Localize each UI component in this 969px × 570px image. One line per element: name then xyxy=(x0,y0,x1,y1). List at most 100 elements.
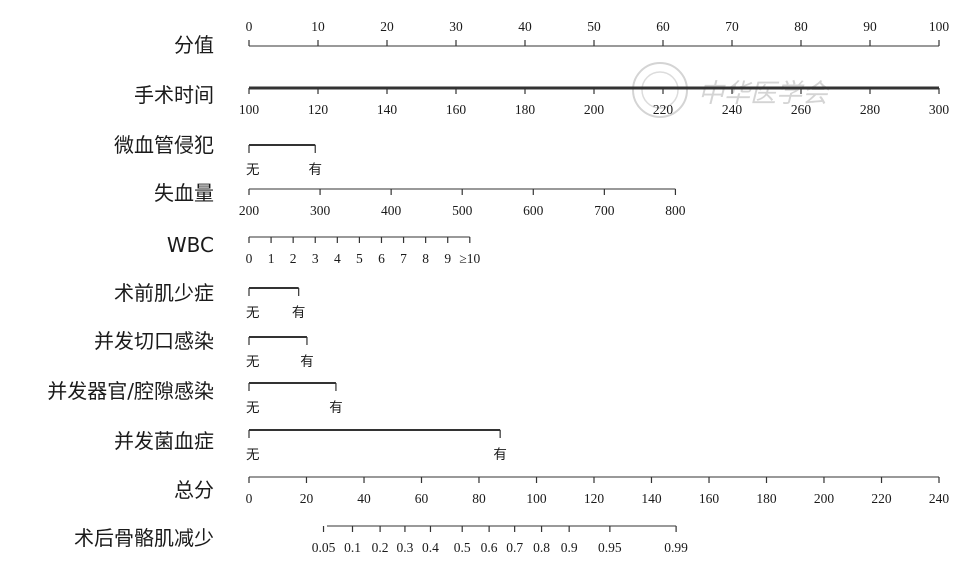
row-label: 并发切口感染 xyxy=(94,329,214,353)
tick-label: 4 xyxy=(334,251,341,266)
tick-label: 600 xyxy=(523,203,544,218)
tick-label: 180 xyxy=(515,102,536,117)
row-label: 术前肌少症 xyxy=(114,281,214,305)
tick-label: 60 xyxy=(415,491,429,506)
tick-label: 6 xyxy=(378,251,385,266)
tick-label: 60 xyxy=(656,19,670,34)
tick-label: 200 xyxy=(814,491,835,506)
tick-label: 200 xyxy=(239,203,260,218)
tick-label: 20 xyxy=(380,19,394,34)
tick-label: ≥10 xyxy=(459,251,480,266)
tick-label: 有 xyxy=(329,400,343,415)
tick-label: 10 xyxy=(311,19,325,34)
tick-label: 3 xyxy=(312,251,319,266)
tick-label: 100 xyxy=(239,102,260,117)
nomogram-row: 失血量 200 300 400 500 600 700 800 xyxy=(154,181,686,218)
tick-label: 0.4 xyxy=(422,540,439,555)
watermark-seal-inner xyxy=(641,71,679,109)
tick-label: 0.1 xyxy=(344,540,361,555)
tick-label: 0.6 xyxy=(481,540,498,555)
tick-label: 0.2 xyxy=(372,540,389,555)
row-label: 总分 xyxy=(174,478,214,502)
row-label: 微血管侵犯 xyxy=(114,133,214,157)
tick-label: 120 xyxy=(584,491,605,506)
tick-label: 220 xyxy=(871,491,892,506)
tick-label: 180 xyxy=(756,491,777,506)
tick-label: 0 xyxy=(246,19,253,34)
tick-label: 0.9 xyxy=(561,540,578,555)
tick-label: 0.7 xyxy=(506,540,523,555)
nomogram-row: 术后骨骼肌减少 0.05 0.1 0.2 0.3 0.4 0.5 0.6 0.7 0.8 0.9 0.… xyxy=(74,525,688,555)
row-label: 并发器官/腔隙感染 xyxy=(47,379,214,403)
tick-label: 有 xyxy=(493,447,507,462)
tick-label: 160 xyxy=(699,491,720,506)
nomogram-row: WBC 0 1 2 3 4 5 6 7 8 9 ≥10 xyxy=(167,233,481,266)
watermark-seal-icon xyxy=(632,62,688,118)
tick-label: 40 xyxy=(518,19,532,34)
tick-label: 260 xyxy=(791,102,812,117)
tick-label: 2 xyxy=(290,251,297,266)
tick-label: 5 xyxy=(356,251,363,266)
nomogram-row: 分值 0 10 20 30 40 50 60 70 80 90 100 xyxy=(174,19,949,57)
tick-label: 700 xyxy=(594,203,615,218)
tick-label: 100 xyxy=(526,491,547,506)
tick-label: 240 xyxy=(722,102,743,117)
tick-label: 0.05 xyxy=(312,540,336,555)
tick-label: 50 xyxy=(587,19,601,34)
row-label: 分值 xyxy=(174,33,214,57)
nomogram-row: 手术时间 100 120 140 160 180 200 220 240 260 280 300 xyxy=(134,83,949,117)
tick-label: 无 xyxy=(246,162,260,177)
tick-label: 70 xyxy=(725,19,739,34)
tick-label: 8 xyxy=(422,251,429,266)
tick-label: 无 xyxy=(246,400,260,415)
tick-label: 500 xyxy=(452,203,473,218)
nomogram-row: 总分 0 20 40 60 80 100 120 140 160 180 200 220 240 xyxy=(174,476,950,506)
tick-label: 9 xyxy=(444,251,451,266)
tick-label: 800 xyxy=(665,203,686,218)
tick-label: 0.99 xyxy=(664,540,688,555)
tick-label: 有 xyxy=(308,162,322,177)
tick-label: 0 xyxy=(246,491,253,506)
tick-label: 无 xyxy=(246,305,260,320)
tick-label: 400 xyxy=(381,203,402,218)
tick-label: 280 xyxy=(860,102,881,117)
tick-label: 0 xyxy=(246,251,253,266)
tick-label: 100 xyxy=(929,19,950,34)
tick-label: 220 xyxy=(653,102,674,117)
tick-label: 0.3 xyxy=(397,540,414,555)
tick-label: 0.5 xyxy=(454,540,471,555)
tick-label: 1 xyxy=(268,251,275,266)
tick-label: 140 xyxy=(377,102,398,117)
tick-label: 80 xyxy=(794,19,808,34)
watermark-text: 中华医学会 xyxy=(698,79,831,109)
row-label: 手术时间 xyxy=(134,83,214,107)
tick-label: 140 xyxy=(641,491,662,506)
watermark: 中华医学会 xyxy=(632,62,831,118)
row-label: 术后骨骼肌减少 xyxy=(74,526,214,550)
tick-label: 160 xyxy=(446,102,467,117)
tick-label: 90 xyxy=(863,19,877,34)
tick-label: 240 xyxy=(929,491,950,506)
tick-label: 120 xyxy=(308,102,329,117)
tick-label: 80 xyxy=(472,491,486,506)
tick-label: 20 xyxy=(300,491,314,506)
tick-label: 300 xyxy=(929,102,950,117)
tick-label: 0.95 xyxy=(598,540,622,555)
tick-label: 40 xyxy=(357,491,371,506)
tick-label: 200 xyxy=(584,102,605,117)
tick-label: 0.8 xyxy=(533,540,550,555)
row-label: 失血量 xyxy=(154,181,214,205)
tick-label: 有 xyxy=(292,305,306,320)
tick-label: 无 xyxy=(246,447,260,462)
tick-label: 有 xyxy=(300,354,314,369)
row-label: 并发菌血症 xyxy=(114,429,214,453)
tick-label: 30 xyxy=(449,19,463,34)
tick-label: 300 xyxy=(310,203,331,218)
